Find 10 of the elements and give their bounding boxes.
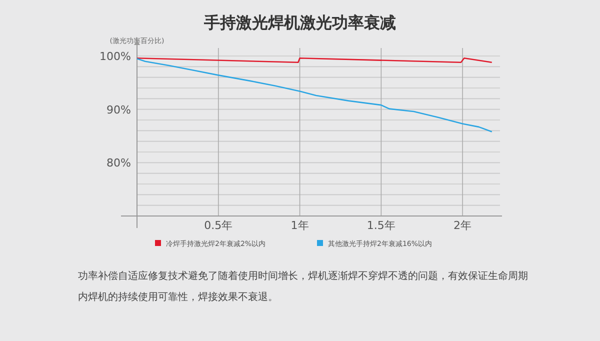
x-tick-label: 1.5年 (366, 219, 396, 232)
x-tick-label: 1年 (290, 219, 309, 232)
y-tick-label: 100% (100, 50, 131, 63)
line-series (136, 58, 493, 132)
y-tick-label: 90% (106, 103, 131, 116)
text: 功率补偿自适应修复技术避免了随着使用时间增长，焊机逐渐焊不穿焊不透的问题，有效保证生命周期内焊机的持续使用可靠性，焊接效果不衰退。 (78, 270, 529, 305)
x-tick-label: 0.5年 (204, 219, 233, 232)
y-tick-label: 80% (106, 156, 131, 170)
x-tick-label: 2年 (454, 219, 472, 232)
chart-title: 手持激光焊机激光功率衰减 (203, 13, 396, 32)
